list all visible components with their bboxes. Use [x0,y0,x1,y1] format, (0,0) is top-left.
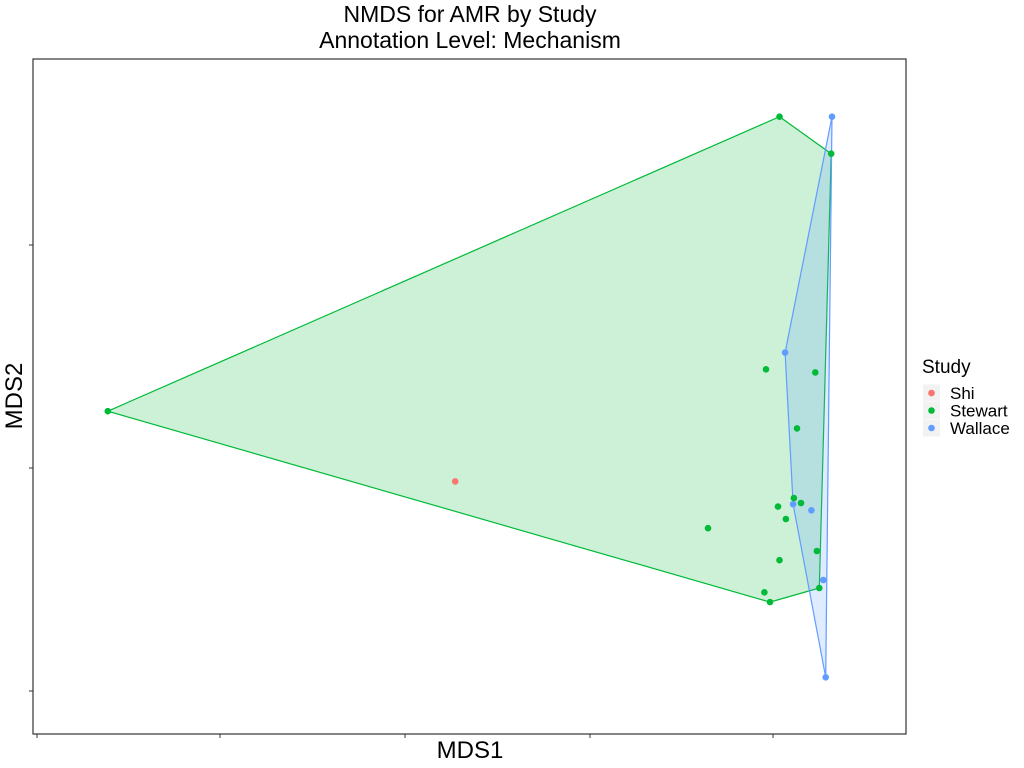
point-stewart-11 [782,515,790,523]
legend-label-shi: Shi [950,384,975,403]
point-stewart-2 [827,150,835,157]
legend-key-shi [928,389,935,397]
point-stewart-15 [761,589,768,596]
points-layer [104,113,836,681]
legend-label-stewart: Stewart [950,402,1008,421]
legend-label-wallace: Wallace [950,419,1010,438]
point-stewart-10 [774,503,782,510]
x-axis-ticks [36,734,774,738]
y-axis-label: MDS2 [1,363,28,430]
legend-key-stewart [928,407,935,414]
chart-subtitle: Annotation Level: Mechanism [319,27,621,53]
hull-stewart [106,116,832,603]
point-stewart-12 [704,524,712,532]
point-wallace-1 [781,349,789,356]
plot-panel-border [32,58,907,735]
point-stewart-5 [762,366,770,373]
legend-title: Study [922,357,971,378]
point-wallace-0 [828,113,836,120]
legend-key-wallace [928,424,935,432]
point-stewart-6 [812,369,819,376]
point-wallace-4 [820,576,827,584]
hull-layer [106,116,833,678]
chart-title: NMDS for AMR by Study [343,1,597,27]
point-wallace-2 [789,500,797,508]
point-stewart-9 [797,499,805,507]
point-wallace-3 [808,507,815,514]
x-axis-label: MDS1 [437,737,504,764]
point-stewart-3 [766,598,774,606]
y-axis-ticks [29,244,33,692]
point-stewart-4 [816,584,823,592]
point-stewart-7 [793,425,801,432]
point-wallace-5 [822,674,829,681]
point-stewart-14 [776,556,783,564]
point-stewart-0 [104,407,112,415]
point-stewart-1 [776,113,783,120]
point-stewart-13 [813,547,821,555]
point-stewart-8 [790,494,798,502]
point-shi-0 [451,478,459,485]
